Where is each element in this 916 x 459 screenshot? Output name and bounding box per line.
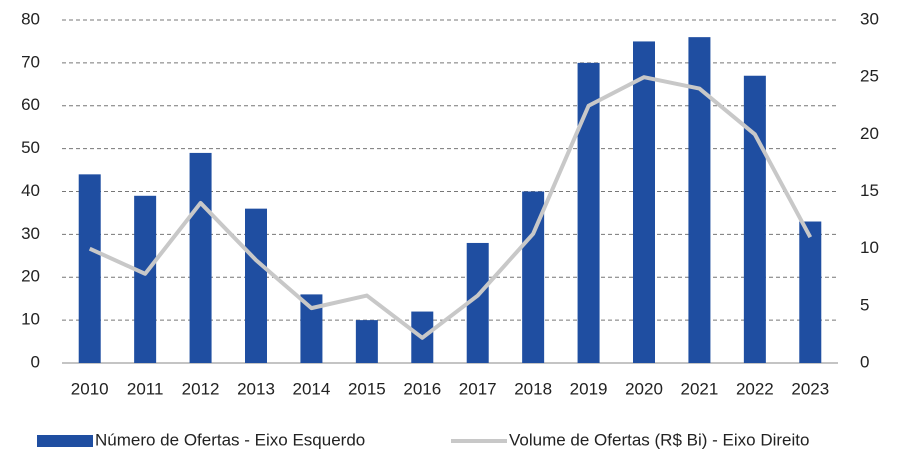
y-tick-label: 20	[21, 267, 40, 286]
bar	[78, 174, 101, 363]
x-tick-label: 2013	[237, 379, 275, 398]
bar	[577, 62, 600, 363]
y-tick-label: 50	[21, 138, 40, 157]
x-tick-label: 2023	[791, 379, 829, 398]
y2-tick-label: 5	[860, 295, 869, 314]
legend-swatch	[37, 435, 93, 447]
legend-label: Volume de Ofertas (R$ Bi) - Eixo Direito	[509, 430, 809, 449]
x-tick-label: 2022	[736, 379, 774, 398]
bar	[355, 320, 378, 363]
y2-tick-label: 20	[860, 124, 879, 143]
y-tick-label: 70	[21, 52, 40, 71]
bar	[688, 37, 711, 364]
y2-tick-label: 25	[860, 67, 879, 86]
legend-label: Número de Ofertas - Eixo Esquerdo	[95, 430, 365, 449]
bar	[134, 195, 157, 363]
x-tick-label: 2014	[293, 379, 331, 398]
x-tick-label: 2021	[681, 379, 719, 398]
bar	[799, 221, 822, 363]
x-tick-label: 2012	[182, 379, 220, 398]
bar	[300, 294, 323, 363]
x-tick-label: 2016	[403, 379, 441, 398]
y-tick-label: 0	[31, 352, 40, 371]
x-tick-label: 2011	[127, 379, 164, 398]
x-tick-label: 2017	[459, 379, 497, 398]
bar	[189, 152, 212, 363]
y2-tick-label: 0	[860, 352, 869, 371]
bar	[466, 242, 489, 363]
y2-tick-label: 10	[860, 238, 879, 257]
bar	[633, 41, 655, 363]
bar	[245, 208, 267, 363]
y2-tick-label: 15	[860, 181, 879, 200]
bar	[743, 75, 766, 364]
y-tick-label: 10	[21, 310, 40, 329]
line	[88, 75, 813, 340]
bar	[522, 191, 545, 363]
y-tick-label: 80	[21, 9, 40, 28]
x-tick-label: 2019	[570, 379, 608, 398]
y-tick-label: 40	[21, 181, 40, 200]
y-tick-label: 30	[21, 224, 40, 243]
x-tick-label: 2015	[348, 379, 386, 398]
y2-tick-label: 30	[860, 9, 879, 28]
x-tick-label: 2010	[71, 379, 109, 398]
x-tick-label: 2020	[625, 379, 663, 398]
y-tick-label: 60	[21, 95, 40, 114]
x-tick-label: 2018	[514, 379, 552, 398]
